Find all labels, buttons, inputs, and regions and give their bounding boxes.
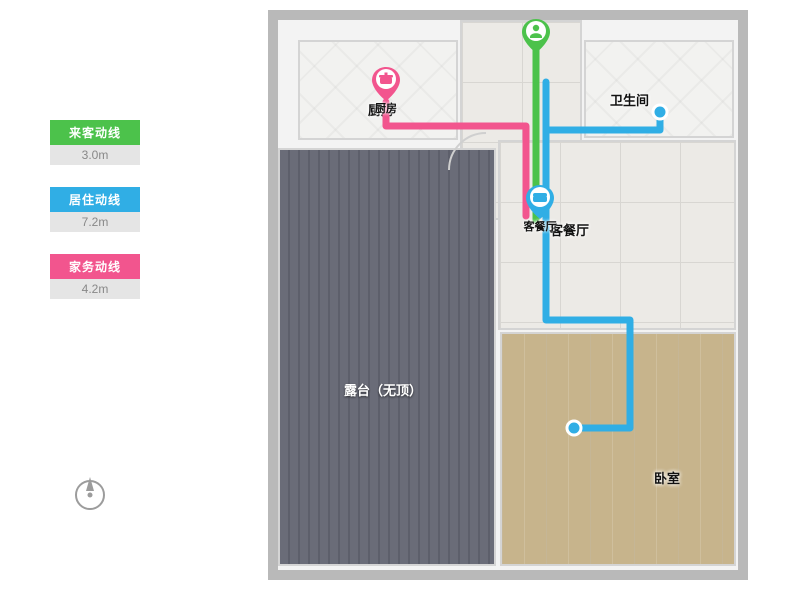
marker-person-icon xyxy=(521,18,551,54)
legend-value: 7.2m xyxy=(50,212,140,232)
legend-label: 家务动线 xyxy=(50,254,140,279)
legend-item-house: 家务动线 4.2m xyxy=(50,254,140,299)
room-label: 卧室 xyxy=(654,468,680,487)
room-bath xyxy=(584,40,734,138)
legend-label: 来客动线 xyxy=(50,120,140,145)
marker-label: 厨房 xyxy=(375,100,397,116)
legend-label: 居住动线 xyxy=(50,187,140,212)
legend: 来客动线 3.0m 居住动线 7.2m 家务动线 4.2m xyxy=(50,120,140,321)
legend-item-live: 居住动线 7.2m xyxy=(50,187,140,232)
marker-label: 客餐厅 xyxy=(524,218,557,234)
legend-value: 3.0m xyxy=(50,145,140,165)
floorplan: 厨房卫生间客餐厅露台（无顶）卧室厨房客餐厅 xyxy=(268,10,748,580)
room-label: 露台（无顶） xyxy=(344,380,422,399)
marker-sofa-icon: 客餐厅 xyxy=(525,184,555,220)
legend-item-guest: 来客动线 3.0m xyxy=(50,120,140,165)
compass-icon xyxy=(70,475,110,520)
legend-value: 4.2m xyxy=(50,279,140,299)
room-living xyxy=(498,140,736,330)
room-bedroom xyxy=(500,332,736,566)
marker-cook-icon: 厨房 xyxy=(371,66,401,102)
room-label: 卫生间 xyxy=(610,90,649,109)
room-terrace xyxy=(278,148,496,566)
